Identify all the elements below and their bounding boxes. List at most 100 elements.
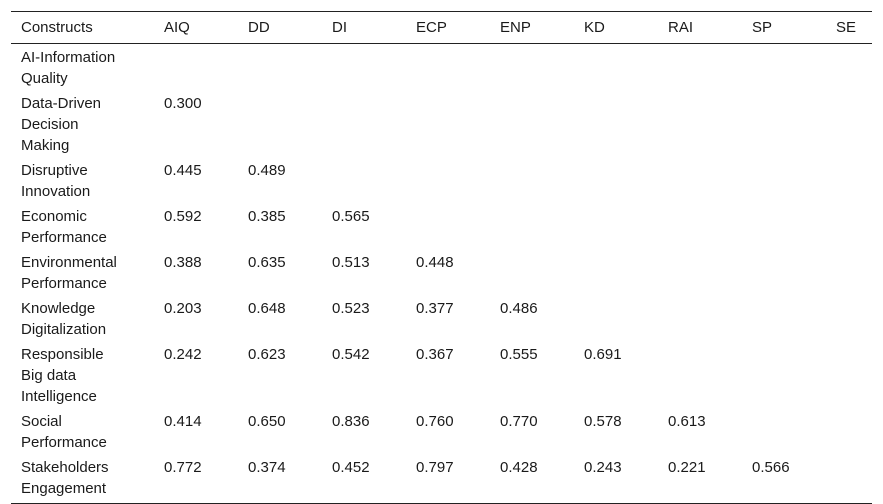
table-row: Knowledge Digitalization 0.203 0.648 0.523 0.… bbox=[11, 296, 872, 342]
value-cell: 0.367 bbox=[416, 346, 454, 363]
value-cell: 0.513 bbox=[332, 254, 370, 271]
value-cell: 0.374 bbox=[248, 459, 286, 476]
value-cell bbox=[238, 91, 322, 158]
construct-name-line: Decision bbox=[21, 116, 79, 133]
value-cell bbox=[826, 204, 872, 250]
value-cell: 0.770 bbox=[500, 413, 538, 430]
value-cell bbox=[826, 409, 872, 455]
value-cell bbox=[658, 204, 742, 250]
value-cell: 0.592 bbox=[164, 208, 202, 225]
value-cell bbox=[574, 204, 658, 250]
value-cell bbox=[574, 91, 658, 158]
value-cell: 0.377 bbox=[416, 300, 454, 317]
construct-name-line: Making bbox=[21, 137, 70, 154]
table-row: Disruptive Innovation 0.445 0.489 bbox=[11, 158, 872, 204]
value-cell bbox=[742, 342, 826, 409]
table-body: AI-Information Quality Data-Driven Decision… bbox=[11, 44, 872, 504]
construct-name-cell: Economic Performance bbox=[11, 204, 154, 250]
value-cell bbox=[574, 44, 658, 92]
value-cell: 0.221 bbox=[668, 459, 706, 476]
value-cell: 0.836 bbox=[332, 413, 370, 430]
value-cell bbox=[658, 44, 742, 92]
value-cell: 0.242 bbox=[164, 346, 202, 363]
header-constructs: Constructs bbox=[21, 19, 93, 36]
table-row: Social Performance 0.414 0.650 0.836 0.760 0.7… bbox=[11, 409, 872, 455]
value-cell: 0.203 bbox=[164, 300, 202, 317]
construct-name-cell: Social Performance bbox=[11, 409, 154, 455]
value-cell: 0.797 bbox=[416, 459, 454, 476]
header-di: DI bbox=[332, 19, 347, 36]
construct-name-cell: Environmental Performance bbox=[11, 250, 154, 296]
construct-name-cell: Disruptive Innovation bbox=[11, 158, 154, 204]
value-cell bbox=[406, 204, 490, 250]
table-row: Data-Driven Decision Making 0.300 bbox=[11, 91, 872, 158]
value-cell bbox=[406, 158, 490, 204]
value-cell bbox=[742, 296, 826, 342]
construct-name-cell: Responsible Big data Intelligence bbox=[11, 342, 154, 409]
value-cell bbox=[742, 409, 826, 455]
header-kd: KD bbox=[584, 19, 605, 36]
value-cell: 0.648 bbox=[248, 300, 286, 317]
value-cell bbox=[826, 455, 872, 504]
value-cell: 0.565 bbox=[332, 208, 370, 225]
value-cell bbox=[322, 158, 406, 204]
value-cell: 0.489 bbox=[248, 162, 286, 179]
value-cell: 0.243 bbox=[584, 459, 622, 476]
construct-name-line: Stakeholders bbox=[21, 459, 109, 476]
table-row: Responsible Big data Intelligence 0.242 0.62… bbox=[11, 342, 872, 409]
value-cell bbox=[742, 91, 826, 158]
value-cell: 0.486 bbox=[500, 300, 538, 317]
construct-name-line: Economic bbox=[21, 208, 87, 225]
value-cell bbox=[742, 250, 826, 296]
construct-name-line: Social bbox=[21, 413, 62, 430]
value-cell bbox=[826, 250, 872, 296]
header-sp: SP bbox=[752, 19, 773, 36]
value-cell: 0.691 bbox=[584, 346, 622, 363]
value-cell bbox=[826, 342, 872, 409]
construct-name-line: Responsible bbox=[21, 346, 104, 363]
value-cell bbox=[406, 91, 490, 158]
value-cell: 0.448 bbox=[416, 254, 454, 271]
value-cell: 0.452 bbox=[332, 459, 370, 476]
header-enp: ENP bbox=[500, 19, 531, 36]
table-row: Economic Performance 0.592 0.385 0.565 bbox=[11, 204, 872, 250]
value-cell: 0.300 bbox=[164, 95, 202, 112]
value-cell: 0.635 bbox=[248, 254, 286, 271]
header-se: SE bbox=[836, 19, 857, 36]
value-cell bbox=[322, 91, 406, 158]
construct-name-cell: Data-Driven Decision Making bbox=[11, 91, 154, 158]
construct-name-line: AI-Information bbox=[21, 49, 116, 66]
construct-name-cell: Stakeholders Engagement bbox=[11, 455, 154, 504]
value-cell: 0.566 bbox=[752, 459, 790, 476]
value-cell bbox=[658, 91, 742, 158]
construct-name-line: Quality bbox=[21, 70, 68, 87]
value-cell bbox=[490, 158, 574, 204]
construct-name-line: Engagement bbox=[21, 480, 107, 497]
value-cell bbox=[238, 44, 322, 92]
table-header-row: Constructs AIQ DD DI ECP ENP KD RAI SP S… bbox=[11, 11, 872, 44]
table-row: Environmental Performance 0.388 0.635 0.513 0… bbox=[11, 250, 872, 296]
value-cell: 0.428 bbox=[500, 459, 538, 476]
construct-name-line: Performance bbox=[21, 434, 107, 451]
value-cell bbox=[742, 44, 826, 92]
value-cell: 0.650 bbox=[248, 413, 286, 430]
value-cell bbox=[574, 250, 658, 296]
construct-name-line: Innovation bbox=[21, 183, 91, 200]
value-cell: 0.578 bbox=[584, 413, 622, 430]
value-cell bbox=[322, 44, 406, 92]
header-ecp: ECP bbox=[416, 19, 447, 36]
value-cell bbox=[490, 250, 574, 296]
table-row: Stakeholders Engagement 0.772 0.374 0.452 0.7… bbox=[11, 455, 872, 504]
construct-name-line: Environmental bbox=[21, 254, 117, 271]
header-rai: RAI bbox=[668, 19, 694, 36]
value-cell bbox=[742, 158, 826, 204]
construct-name-line: Performance bbox=[21, 275, 107, 292]
value-cell bbox=[826, 158, 872, 204]
construct-name-line: Big data bbox=[21, 367, 77, 384]
construct-name-line: Intelligence bbox=[21, 388, 97, 405]
value-cell bbox=[574, 296, 658, 342]
value-cell bbox=[826, 44, 872, 92]
construct-name-line: Performance bbox=[21, 229, 107, 246]
value-cell bbox=[154, 44, 238, 92]
value-cell: 0.772 bbox=[164, 459, 202, 476]
